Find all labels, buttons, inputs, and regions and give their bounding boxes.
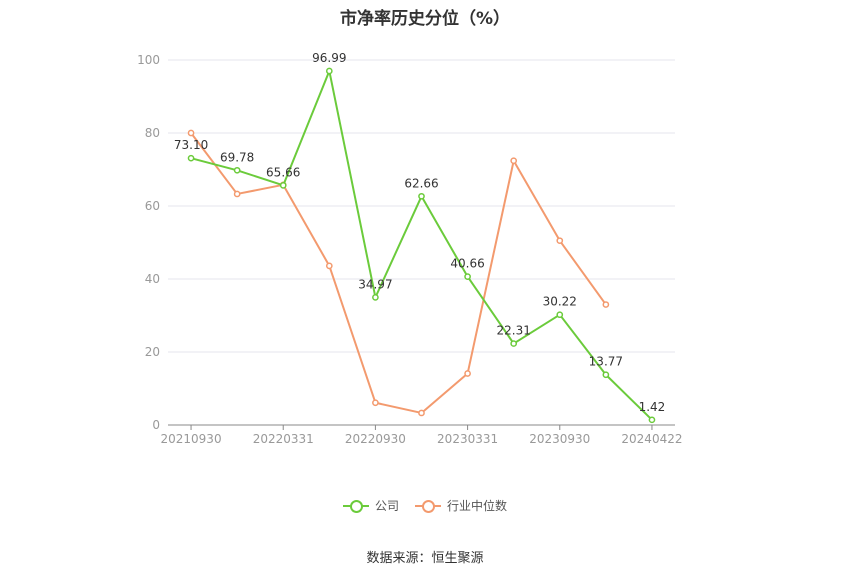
y-tick-label: 60	[145, 199, 160, 213]
company-data-label: 65.66	[266, 165, 300, 179]
x-tick-label: 20230930	[529, 432, 590, 446]
industry-data-point	[602, 301, 610, 308]
legend-label-industry: 行业中位数	[447, 499, 508, 513]
company-data-label: 62.66	[404, 176, 438, 190]
industry-data-point	[325, 262, 333, 270]
y-tick-label: 20	[145, 345, 160, 359]
x-tick-label: 20230331	[437, 432, 498, 446]
company-data-label: 40.66	[450, 257, 484, 271]
company-data-label: 13.77	[589, 355, 623, 369]
company-data-point	[279, 181, 287, 189]
company-data-label: 22.31	[497, 324, 531, 338]
company-data-label: 34.97	[358, 277, 392, 291]
x-tick-label: 20220331	[253, 432, 314, 446]
legend: 公司 行业中位数	[0, 497, 850, 514]
company-data-label: 96.99	[312, 51, 346, 65]
y-tick-label: 40	[145, 272, 160, 286]
company-data-label: 30.22	[543, 295, 577, 309]
company-series-line	[190, 69, 653, 421]
industry-data-point	[418, 409, 425, 417]
axes: 0 20 40 60 80 100 20210930 20220331 20220930 2023…	[137, 53, 682, 446]
company-data-point	[464, 273, 471, 280]
legend-item-company[interactable]: 公司	[342, 497, 399, 514]
company-data-point	[233, 166, 241, 174]
x-tick-label: 20210930	[161, 432, 222, 446]
y-tick-label: 80	[145, 126, 160, 140]
company-data-point	[187, 154, 195, 162]
company-data-point	[648, 416, 656, 424]
company-data-point	[602, 371, 610, 379]
series	[187, 67, 656, 424]
industry-line-icon	[415, 499, 441, 513]
x-tick-label: 20240422	[621, 432, 682, 446]
y-tick-label: 0	[152, 418, 160, 432]
industry-data-point	[187, 129, 195, 137]
company-data-point	[556, 311, 564, 319]
data-source: 数据来源：恒生聚源	[366, 551, 484, 566]
x-tick-label: 20220930	[345, 432, 406, 446]
company-data-point	[372, 294, 379, 301]
company-data-label: 73.10	[174, 138, 208, 152]
industry-data-point	[510, 157, 518, 165]
company-data-label: 1.42	[639, 400, 666, 414]
industry-data-point	[556, 237, 564, 245]
grid-lines	[168, 59, 675, 353]
industry-data-point	[372, 399, 379, 407]
legend-item-industry[interactable]: 行业中位数	[415, 497, 507, 514]
industry-data-point	[464, 370, 471, 377]
industry-series-line	[190, 132, 607, 414]
company-data-point	[325, 67, 333, 75]
company-data-label: 69.78	[220, 150, 254, 164]
y-tick-label: 100	[137, 53, 160, 67]
industry-data-point	[233, 190, 241, 198]
company-line-icon	[342, 499, 369, 513]
chart-title: 市净率历史分位（%）	[339, 9, 511, 29]
company-data-point	[418, 192, 425, 200]
legend-label-company: 公司	[374, 499, 399, 513]
data-labels: 73.10 69.78 65.66 96.99 34.97 62.66 40.66 22.31…	[174, 51, 665, 414]
company-data-point	[510, 340, 518, 347]
